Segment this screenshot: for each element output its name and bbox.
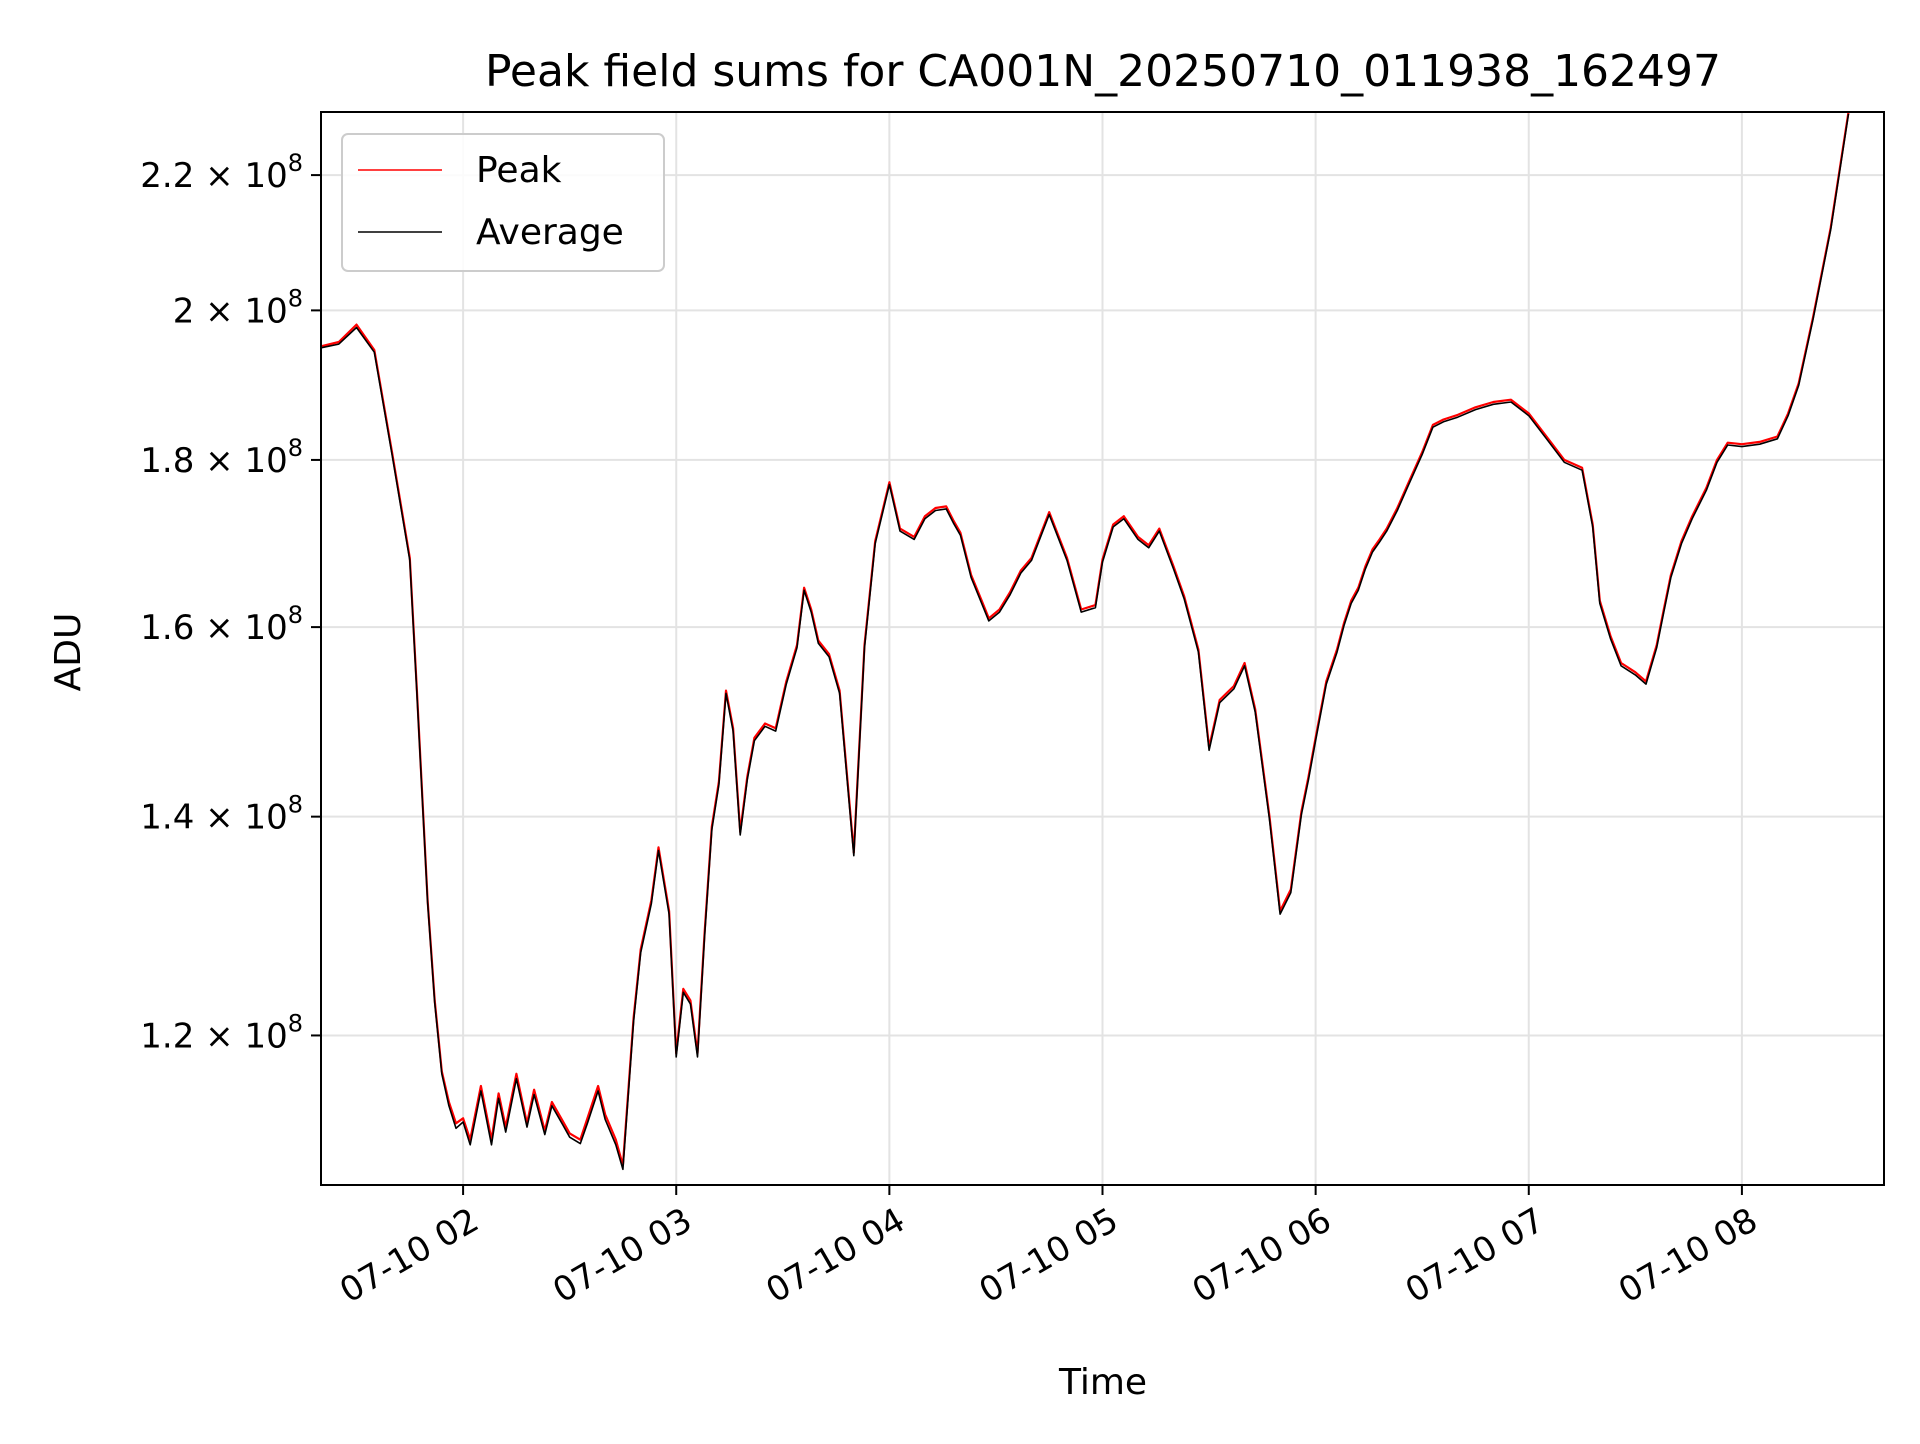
x-tick-label: 07-10 02	[333, 1200, 485, 1311]
legend-label-average: Average	[476, 212, 624, 253]
y-tick-label: 1.8 × 108	[140, 434, 303, 481]
y-tick-label: 2 × 108	[173, 284, 303, 331]
chart-title: Peak field sums for CA001N_20250710_0119…	[485, 46, 1721, 97]
series-line-average	[320, 113, 1850, 1171]
y-tick-label: 2.2 × 108	[140, 149, 303, 196]
x-tick-label: 07-10 06	[1186, 1200, 1338, 1311]
y-tick-label: 1.6 × 108	[140, 601, 303, 648]
x-tick-label: 07-10 05	[973, 1200, 1125, 1311]
y-axis-label: ADU	[48, 613, 89, 692]
y-tick-label: 1.2 × 108	[140, 1009, 303, 1056]
series-lines	[320, 111, 1850, 1171]
legend: Peak Average	[341, 133, 665, 272]
y-tick-label: 1.4 × 108	[140, 791, 303, 838]
legend-label-peak: Peak	[476, 150, 562, 191]
axis-ticks: 1.2 × 108 1.4 × 108 1.6 × 108 1.8 × 108 2 × …	[140, 149, 1764, 1311]
x-tick-label: 07-10 03	[546, 1200, 698, 1311]
x-tick-label: 07-10 04	[759, 1200, 911, 1311]
grid-lines	[321, 112, 1884, 1185]
x-tick-label: 07-10 07	[1399, 1200, 1551, 1311]
series-line-peak	[320, 111, 1850, 1167]
legend-box	[341, 133, 665, 272]
x-tick-label: 07-10 08	[1612, 1200, 1764, 1311]
x-axis-label: Time	[1058, 1362, 1147, 1403]
